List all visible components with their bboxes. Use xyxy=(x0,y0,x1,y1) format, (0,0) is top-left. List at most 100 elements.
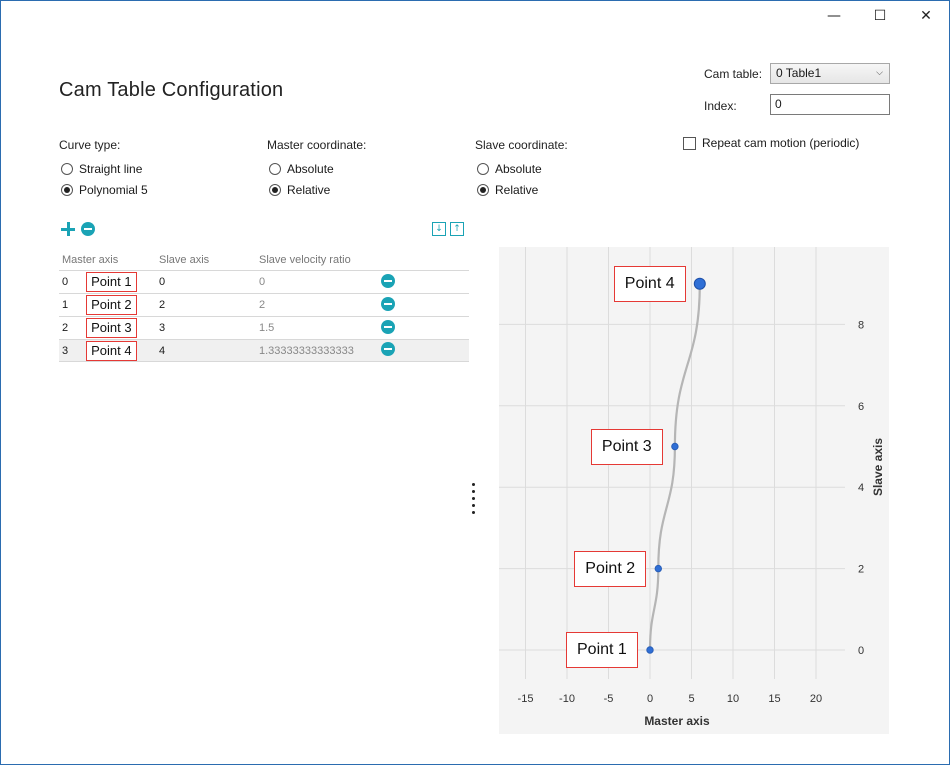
header-master-axis: Master axis xyxy=(62,253,119,266)
remove-row-icon[interactable] xyxy=(381,273,395,288)
master-axis-value[interactable]: 1 xyxy=(62,299,69,311)
slave-axis-value[interactable]: 3 xyxy=(159,322,166,334)
master-coordinate-group: Master coordinate: Absolute Relative xyxy=(267,138,366,200)
cam-points-table: Master axis Slave axis Slave velocity ra… xyxy=(59,249,469,362)
table-row[interactable]: 2 Point 3 3 1.5 xyxy=(59,316,469,339)
radio-icon xyxy=(61,183,73,196)
slave-velocity-ratio-value[interactable]: 0 xyxy=(259,276,266,288)
point-label: Point 3 xyxy=(86,318,137,338)
import-export-toolbar: ↓ ↑ xyxy=(432,222,464,236)
point-callout: Point 4 xyxy=(613,265,686,302)
cam-chart-svg: -15 -10 -5 0 5 10 15 20 0 2 4 6 8 Master axis Slave ax… xyxy=(499,247,885,728)
remove-row-icon[interactable] xyxy=(381,296,395,311)
index-label: Index: xyxy=(704,99,737,113)
curve-type-title: Curve type: xyxy=(59,138,121,152)
radio-slave-absolute[interactable]: Absolute xyxy=(475,158,568,179)
radio-icon xyxy=(269,183,281,196)
repeat-cam-checkbox[interactable]: Repeat cam motion (periodic) xyxy=(683,136,859,150)
cam-table-select[interactable]: 0 Table1 ⌵ xyxy=(770,63,890,84)
header-slave-velocity-ratio: Slave velocity ratio xyxy=(259,253,351,266)
table-header: Master axis Slave axis Slave velocity ra… xyxy=(59,249,469,270)
x-tick-label: -15 xyxy=(518,693,534,705)
table-row[interactable]: 1 Point 2 2 2 xyxy=(59,293,469,316)
index-input[interactable]: 0 xyxy=(770,94,890,115)
maximize-button[interactable]: ☐ xyxy=(873,8,887,24)
radio-label: Absolute xyxy=(495,161,542,176)
slave-velocity-ratio-value[interactable]: 2 xyxy=(259,299,266,311)
master-axis-value[interactable]: 0 xyxy=(62,276,69,288)
radio-straight-line[interactable]: Straight line xyxy=(59,158,148,179)
panel-splitter[interactable] xyxy=(472,483,475,514)
master-axis-value[interactable]: 2 xyxy=(62,322,69,334)
radio-polynomial-5[interactable]: Polynomial 5 xyxy=(59,179,148,200)
radio-icon xyxy=(61,162,73,175)
radio-slave-relative[interactable]: Relative xyxy=(475,179,568,200)
data-point xyxy=(646,646,654,654)
chevron-down-icon: ⌵ xyxy=(876,67,883,77)
point-callout: Point 3 xyxy=(590,428,663,465)
series-line xyxy=(648,283,701,651)
x-tick-label: 0 xyxy=(647,693,653,705)
export-icon[interactable]: ↑ xyxy=(450,222,464,236)
radio-label: Absolute xyxy=(287,161,334,176)
add-row-icon[interactable] xyxy=(61,222,75,236)
point-label: Point 1 xyxy=(86,272,137,292)
x-tick-label: 10 xyxy=(727,693,739,705)
radio-icon xyxy=(477,183,489,196)
radio-label: Polynomial 5 xyxy=(79,182,148,197)
cam-table-label: Cam table: xyxy=(704,67,763,81)
y-axis-title: Slave axis xyxy=(871,438,885,496)
y-tick-label: 2 xyxy=(858,564,864,576)
cam-chart: -15 -10 -5 0 5 10 15 20 0 2 4 6 8 Master axis Slave ax… xyxy=(499,247,889,734)
x-tick-label: 20 xyxy=(810,693,822,705)
table-row[interactable]: 3 Point 4 4 1.33333333333333 xyxy=(59,339,469,362)
remove-row-icon[interactable] xyxy=(81,222,95,236)
page-title: Cam Table Configuration xyxy=(59,79,284,101)
slave-axis-value[interactable]: 4 xyxy=(159,344,166,357)
window-controls: — ☐ ✕ xyxy=(811,1,949,31)
remove-row-icon[interactable] xyxy=(381,342,395,356)
repeat-cam-label: Repeat cam motion (periodic) xyxy=(702,136,860,150)
data-point xyxy=(671,442,679,451)
slave-axis-value[interactable]: 0 xyxy=(159,276,166,288)
slave-axis-value[interactable]: 2 xyxy=(159,299,166,311)
x-tick-label: 5 xyxy=(688,693,694,705)
slave-coordinate-group: Slave coordinate: Absolute Relative xyxy=(475,138,568,200)
import-icon[interactable]: ↓ xyxy=(432,222,446,236)
slave-velocity-ratio-value[interactable]: 1.5 xyxy=(259,322,275,334)
close-button[interactable]: ✕ xyxy=(920,8,932,24)
remove-row-icon[interactable] xyxy=(381,319,395,334)
radio-icon xyxy=(477,162,489,175)
radio-master-absolute[interactable]: Absolute xyxy=(267,158,366,179)
radio-label: Straight line xyxy=(79,161,143,176)
x-axis-title: Master axis xyxy=(644,714,710,728)
point-label: Point 4 xyxy=(86,340,137,361)
slave-velocity-ratio-value[interactable]: 1.33333333333333 xyxy=(259,344,354,357)
x-tick-label: 15 xyxy=(768,693,780,705)
point-label: Point 2 xyxy=(86,295,137,315)
x-tick-label: -5 xyxy=(604,693,614,705)
radio-icon xyxy=(269,162,281,175)
y-tick-label: 4 xyxy=(858,482,864,494)
y-tick-label: 0 xyxy=(858,645,864,657)
data-point xyxy=(693,277,706,290)
point-callout: Point 1 xyxy=(566,632,638,668)
checkbox-icon xyxy=(683,136,696,150)
master-axis-value[interactable]: 3 xyxy=(62,344,69,357)
minimize-button[interactable]: — xyxy=(827,8,841,24)
table-toolbar xyxy=(61,222,95,236)
radio-master-relative[interactable]: Relative xyxy=(267,179,366,200)
x-tick-label: -10 xyxy=(559,693,575,705)
y-tick-label: 6 xyxy=(858,401,864,413)
point-callout: Point 2 xyxy=(574,550,647,587)
header-slave-axis: Slave axis xyxy=(159,253,210,266)
y-tick-label: 8 xyxy=(858,319,864,331)
table-row[interactable]: 0 Point 1 0 0 xyxy=(59,270,469,293)
slave-coordinate-title: Slave coordinate: xyxy=(475,138,568,152)
cam-table-value: 0 Table1 xyxy=(776,66,822,80)
data-point xyxy=(654,564,663,573)
radio-label: Relative xyxy=(287,182,331,197)
radio-label: Relative xyxy=(495,182,539,197)
curve-type-group: Curve type: Straight line Polynomial 5 xyxy=(59,138,148,200)
